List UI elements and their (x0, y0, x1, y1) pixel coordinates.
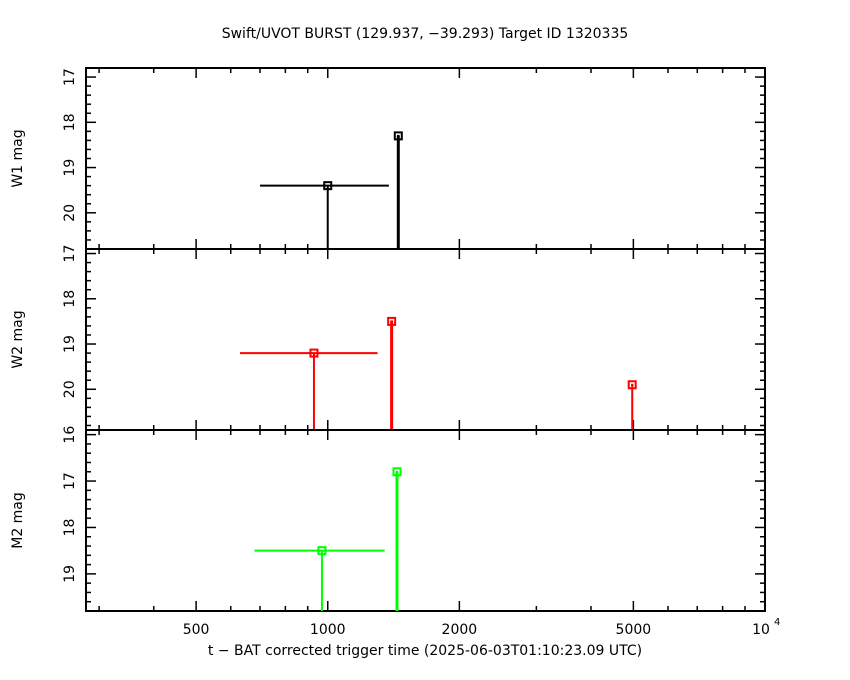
data-point-marker (323, 181, 333, 191)
data-point-marker (317, 546, 327, 556)
y-tick-label: 19 (62, 565, 78, 583)
data-point-marker (627, 380, 637, 390)
x-tick-label: 5000 (616, 622, 652, 638)
panel-w1-mag: 17 18 19 20 W1 mag (10, 67, 766, 250)
x-tick-label: 1000 (310, 622, 346, 638)
panel-frame (85, 429, 766, 612)
panel-frame (85, 248, 766, 431)
y-axis-label: W2 mag (10, 310, 26, 368)
x-tick-label: 10 (752, 622, 770, 638)
panels-layer: 17 18 19 20 W1 mag 17 18 19 20 W2 mag 16 17 18 19 M2 m… (10, 67, 780, 638)
y-tick-label: 20 (62, 204, 78, 222)
y-tick-label: 17 (62, 472, 78, 490)
y-tick-label: 17 (62, 245, 78, 263)
data-point-marker (387, 316, 397, 326)
y-tick-label: 18 (62, 290, 78, 308)
chart-title: Swift/UVOT BURST (129.937, −39.293) Targ… (222, 26, 629, 42)
y-tick-label: 20 (62, 380, 78, 398)
panel-w2-mag: 17 18 19 20 W2 mag (10, 245, 766, 431)
y-tick-label: 19 (62, 159, 78, 177)
data-point-marker (392, 467, 402, 477)
y-tick-label: 17 (62, 68, 78, 86)
y-tick-label: 18 (62, 113, 78, 131)
y-axis-label: W1 mag (10, 129, 26, 187)
x-tick-label: 500 (183, 622, 210, 638)
data-point-marker (393, 131, 403, 141)
panel-m2-mag: 16 17 18 19 M2 mag (10, 426, 766, 612)
y-axis-label: M2 mag (10, 492, 26, 549)
data-point-marker (309, 348, 319, 358)
x-axis-label: t − BAT corrected trigger time (2025-06-… (208, 643, 642, 659)
panel-frame (85, 67, 766, 250)
x-tick-label: 2000 (442, 622, 478, 638)
y-tick-label: 19 (62, 335, 78, 353)
x-tick-label-exponent: 4 (774, 617, 780, 628)
y-tick-label: 18 (62, 519, 78, 537)
y-tick-label: 16 (62, 426, 78, 444)
